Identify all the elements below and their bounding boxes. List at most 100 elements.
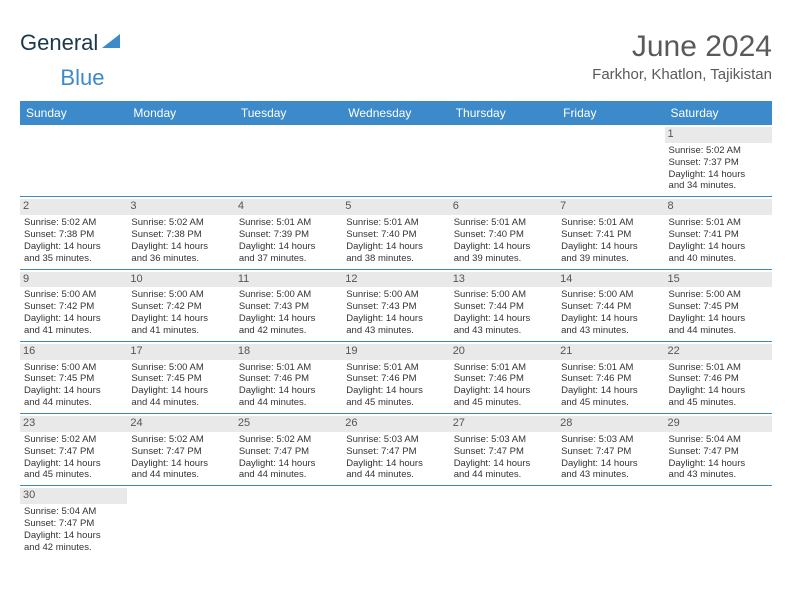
day-number: 8: [665, 199, 772, 215]
day-number: 9: [20, 272, 127, 288]
calendar-cell-empty: [20, 125, 127, 197]
daylight-text-1: Daylight: 14 hours: [669, 313, 768, 325]
day-number: 15: [665, 272, 772, 288]
sunset-text: Sunset: 7:40 PM: [346, 229, 445, 241]
sunrise-text: Sunrise: 5:00 AM: [131, 362, 230, 374]
daylight-text-1: Daylight: 14 hours: [131, 241, 230, 253]
sunset-text: Sunset: 7:46 PM: [669, 373, 768, 385]
calendar-cell: 17Sunrise: 5:00 AMSunset: 7:45 PMDayligh…: [127, 341, 234, 413]
calendar-cell: 4Sunrise: 5:01 AMSunset: 7:39 PMDaylight…: [235, 197, 342, 269]
sunset-text: Sunset: 7:47 PM: [239, 446, 338, 458]
calendar-cell: 7Sunrise: 5:01 AMSunset: 7:41 PMDaylight…: [557, 197, 664, 269]
calendar-cell: 30Sunrise: 5:04 AMSunset: 7:47 PMDayligh…: [20, 486, 127, 558]
daylight-text-1: Daylight: 14 hours: [454, 313, 553, 325]
sunset-text: Sunset: 7:46 PM: [239, 373, 338, 385]
sunrise-text: Sunrise: 5:01 AM: [454, 217, 553, 229]
sunset-text: Sunset: 7:46 PM: [346, 373, 445, 385]
daylight-text-2: and 43 minutes.: [561, 325, 660, 337]
daylight-text-2: and 34 minutes.: [669, 180, 768, 192]
daylight-text-2: and 39 minutes.: [454, 253, 553, 265]
day-number: 10: [127, 272, 234, 288]
calendar-cell: 16Sunrise: 5:00 AMSunset: 7:45 PMDayligh…: [20, 341, 127, 413]
daylight-text-2: and 38 minutes.: [346, 253, 445, 265]
sunrise-text: Sunrise: 5:03 AM: [454, 434, 553, 446]
page-title: June 2024: [592, 30, 772, 64]
daylight-text-2: and 45 minutes.: [669, 397, 768, 409]
sunrise-text: Sunrise: 5:00 AM: [561, 289, 660, 301]
daylight-text-1: Daylight: 14 hours: [346, 458, 445, 470]
calendar-row: 2Sunrise: 5:02 AMSunset: 7:38 PMDaylight…: [20, 197, 772, 269]
sunrise-text: Sunrise: 5:01 AM: [561, 362, 660, 374]
calendar-cell: 9Sunrise: 5:00 AMSunset: 7:42 PMDaylight…: [20, 269, 127, 341]
sunrise-text: Sunrise: 5:02 AM: [669, 145, 768, 157]
daylight-text-2: and 42 minutes.: [24, 542, 123, 554]
sunset-text: Sunset: 7:47 PM: [24, 518, 123, 530]
weekday-wednesday: Wednesday: [342, 101, 449, 125]
daylight-text-1: Daylight: 14 hours: [669, 169, 768, 181]
location-text: Farkhor, Khatlon, Tajikistan: [592, 66, 772, 83]
day-number: 7: [557, 199, 664, 215]
daylight-text-2: and 43 minutes.: [561, 469, 660, 481]
calendar-page: General June 2024 Farkhor, Khatlon, Taji…: [0, 0, 792, 568]
daylight-text-1: Daylight: 14 hours: [454, 458, 553, 470]
daylight-text-1: Daylight: 14 hours: [669, 241, 768, 253]
daylight-text-1: Daylight: 14 hours: [239, 385, 338, 397]
day-number: 28: [557, 416, 664, 432]
calendar-cell-empty: [235, 125, 342, 197]
daylight-text-2: and 45 minutes.: [561, 397, 660, 409]
calendar-cell: 11Sunrise: 5:00 AMSunset: 7:43 PMDayligh…: [235, 269, 342, 341]
sunrise-text: Sunrise: 5:02 AM: [239, 434, 338, 446]
day-number: 12: [342, 272, 449, 288]
sunrise-text: Sunrise: 5:01 AM: [669, 217, 768, 229]
calendar-cell: 10Sunrise: 5:00 AMSunset: 7:42 PMDayligh…: [127, 269, 234, 341]
sunset-text: Sunset: 7:45 PM: [669, 301, 768, 313]
daylight-text-1: Daylight: 14 hours: [346, 385, 445, 397]
day-number: 1: [665, 127, 772, 143]
day-number: 14: [557, 272, 664, 288]
sunrise-text: Sunrise: 5:01 AM: [346, 217, 445, 229]
sunset-text: Sunset: 7:38 PM: [131, 229, 230, 241]
daylight-text-2: and 37 minutes.: [239, 253, 338, 265]
sunrise-text: Sunrise: 5:01 AM: [561, 217, 660, 229]
day-number: 18: [235, 344, 342, 360]
calendar-cell: 19Sunrise: 5:01 AMSunset: 7:46 PMDayligh…: [342, 341, 449, 413]
calendar-cell: 2Sunrise: 5:02 AMSunset: 7:38 PMDaylight…: [20, 197, 127, 269]
daylight-text-1: Daylight: 14 hours: [239, 241, 338, 253]
sunset-text: Sunset: 7:37 PM: [669, 157, 768, 169]
day-number: 23: [20, 416, 127, 432]
day-number: 21: [557, 344, 664, 360]
sunset-text: Sunset: 7:44 PM: [454, 301, 553, 313]
calendar-row: 9Sunrise: 5:00 AMSunset: 7:42 PMDaylight…: [20, 269, 772, 341]
day-number: 2: [20, 199, 127, 215]
daylight-text-2: and 44 minutes.: [131, 397, 230, 409]
calendar-cell: 5Sunrise: 5:01 AMSunset: 7:40 PMDaylight…: [342, 197, 449, 269]
sunrise-text: Sunrise: 5:02 AM: [24, 434, 123, 446]
daylight-text-2: and 43 minutes.: [454, 325, 553, 337]
calendar-body: 1Sunrise: 5:02 AMSunset: 7:37 PMDaylight…: [20, 125, 772, 558]
daylight-text-2: and 45 minutes.: [346, 397, 445, 409]
daylight-text-1: Daylight: 14 hours: [561, 313, 660, 325]
sunset-text: Sunset: 7:47 PM: [669, 446, 768, 458]
calendar-cell-empty: [342, 125, 449, 197]
logo-text-blue: Blue: [60, 65, 104, 90]
day-number: 26: [342, 416, 449, 432]
calendar-row: 1 Sunrise: 5:02 AMSunset: 7:37 PMDaylight…: [20, 125, 772, 197]
sunset-text: Sunset: 7:42 PM: [24, 301, 123, 313]
daylight-text-2: and 41 minutes.: [24, 325, 123, 337]
daylight-text-1: Daylight: 14 hours: [131, 385, 230, 397]
sunset-text: Sunset: 7:47 PM: [131, 446, 230, 458]
sunset-text: Sunset: 7:47 PM: [454, 446, 553, 458]
daylight-text-2: and 45 minutes.: [24, 469, 123, 481]
calendar-row: 30Sunrise: 5:04 AMSunset: 7:47 PMDayligh…: [20, 486, 772, 558]
day-number: 27: [450, 416, 557, 432]
sunrise-text: Sunrise: 5:00 AM: [346, 289, 445, 301]
daylight-text-2: and 43 minutes.: [669, 469, 768, 481]
sunset-text: Sunset: 7:46 PM: [454, 373, 553, 385]
sunrise-text: Sunrise: 5:04 AM: [24, 506, 123, 518]
sunrise-text: Sunrise: 5:00 AM: [24, 289, 123, 301]
daylight-text-1: Daylight: 14 hours: [131, 313, 230, 325]
day-number: 6: [450, 199, 557, 215]
calendar-cell: 14Sunrise: 5:00 AMSunset: 7:44 PMDayligh…: [557, 269, 664, 341]
day-number: 25: [235, 416, 342, 432]
day-number: 17: [127, 344, 234, 360]
